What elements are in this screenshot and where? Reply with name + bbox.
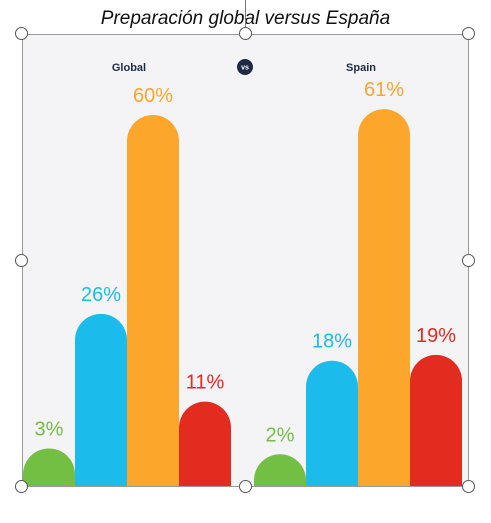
bar-spain-red — [410, 354, 462, 486]
resize-handle-top-right[interactable] — [462, 27, 475, 40]
data-label-spain-green: 2% — [266, 424, 295, 446]
resize-handle-top-left[interactable] — [15, 27, 28, 40]
data-label-spain-orange: 61% — [364, 79, 404, 101]
bar-global-red — [179, 401, 232, 486]
resize-handle-bottom-left[interactable] — [15, 480, 28, 493]
bar-global-orange — [127, 115, 179, 486]
bar-spain-green — [254, 454, 306, 486]
resize-handle-middle-left[interactable] — [15, 254, 28, 267]
vs-badge-label: vs — [241, 65, 249, 72]
resize-handle-top-center[interactable] — [239, 27, 252, 40]
data-label-global-green: 3% — [35, 418, 64, 440]
bar-global-blue — [75, 313, 127, 486]
data-label-spain-blue: 18% — [312, 331, 352, 353]
vs-badge — [237, 59, 253, 75]
bar-spain-orange — [358, 109, 410, 486]
panel-label-spain: Spain — [346, 62, 376, 74]
resize-handle-bottom-right[interactable] — [462, 480, 475, 493]
data-label-global-blue: 26% — [81, 284, 121, 306]
panel-label-global: Global — [112, 62, 146, 74]
rotation-handle-line — [245, 0, 246, 32]
bar-spain-blue — [306, 360, 358, 486]
resize-handle-middle-right[interactable] — [462, 254, 475, 267]
data-label-spain-red: 19% — [416, 325, 456, 347]
resize-handle-bottom-center[interactable] — [239, 480, 252, 493]
data-label-global-orange: 60% — [133, 85, 173, 107]
data-label-global-red: 11% — [186, 372, 225, 394]
bar-global-green — [23, 448, 75, 486]
